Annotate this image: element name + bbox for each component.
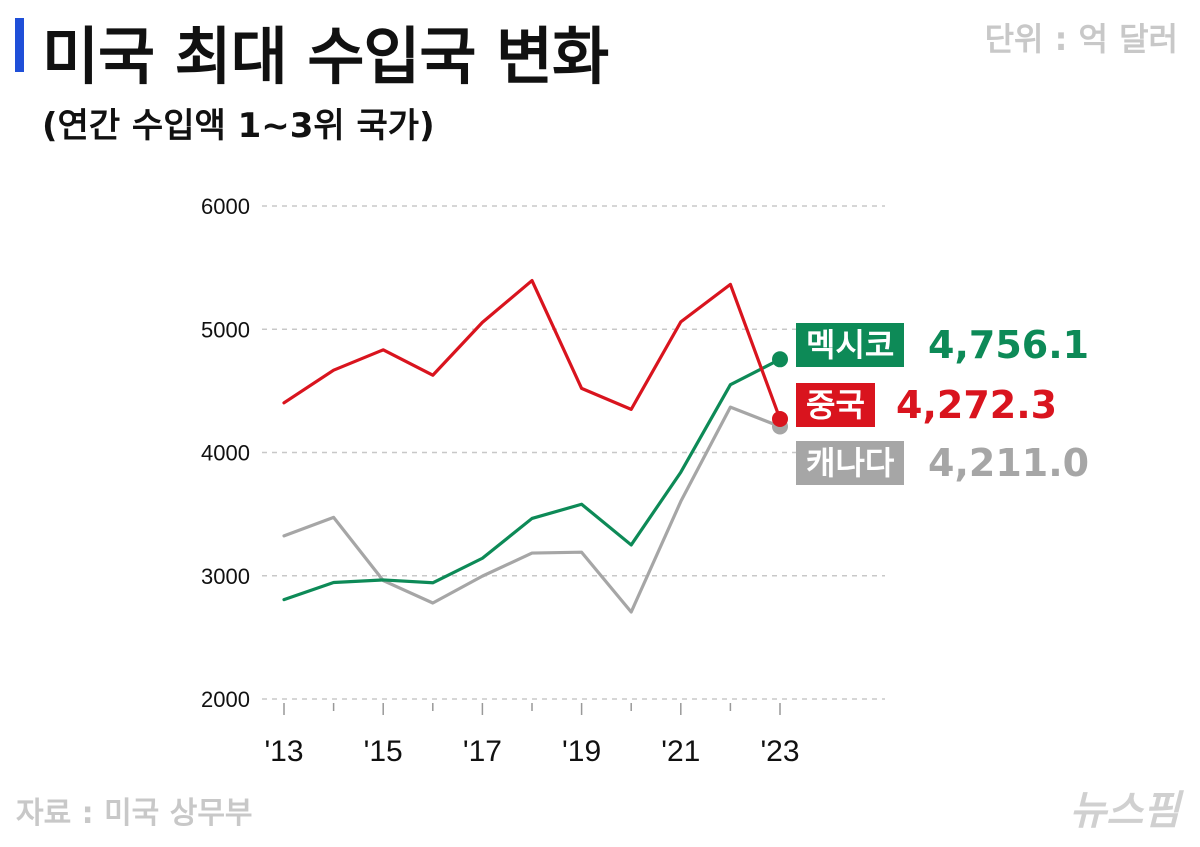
page-subtitle: (연간 수입액 1~3위 국가) <box>42 106 435 146</box>
x-tick-label: '13 <box>264 735 303 768</box>
x-tick-label: '17 <box>463 735 502 768</box>
end-value-mexico: 4,756.1 <box>928 323 1090 367</box>
legend-tag-china: 중국 <box>796 383 875 427</box>
x-tick-label: '15 <box>364 735 403 768</box>
series-line-canada <box>282 405 782 614</box>
end-value-canada: 4,211.0 <box>928 441 1090 485</box>
x-tick-label: '19 <box>562 735 601 768</box>
y-tick-label: 6000 <box>201 194 250 219</box>
page-title: 미국 최대 수입국 변화 <box>42 20 609 93</box>
series-line-china <box>282 278 782 421</box>
source-note: 자료 : 미국 상무부 <box>16 796 253 831</box>
series-end-point-mexico <box>772 351 788 368</box>
legend-tag-mexico: 멕시코 <box>796 323 905 367</box>
y-tick-label: 2000 <box>201 687 250 712</box>
legend-tag-canada: 캐나다 <box>796 441 905 485</box>
x-tick-label: '23 <box>760 735 799 768</box>
y-tick-label: 3000 <box>201 564 250 589</box>
series-end-point-china <box>772 410 788 427</box>
series-line-mexico <box>282 357 782 602</box>
y-tick-label: 5000 <box>201 317 250 342</box>
end-value-china: 4,272.3 <box>896 383 1058 427</box>
y-tick-label: 4000 <box>201 441 250 466</box>
title-accent-bar <box>15 18 24 72</box>
unit-label: 단위 : 억 달러 <box>984 20 1178 58</box>
logo: 뉴스핌 <box>1069 788 1180 834</box>
x-tick-label: '21 <box>661 735 700 768</box>
